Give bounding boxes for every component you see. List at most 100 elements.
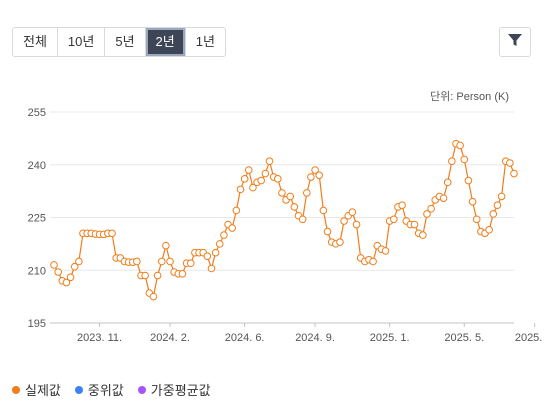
x-tick-label: 2023. 11. — [77, 332, 122, 344]
data-point[interactable] — [178, 269, 187, 278]
data-point[interactable] — [186, 259, 195, 268]
data-point[interactable] — [149, 292, 158, 301]
data-point[interactable] — [54, 268, 62, 276]
data-point[interactable] — [398, 201, 406, 209]
x-tick-label: 2024. 6. — [225, 332, 265, 344]
data-point[interactable] — [141, 271, 149, 280]
data-point[interactable] — [66, 273, 75, 282]
data-point[interactable] — [340, 217, 348, 225]
data-point[interactable] — [410, 220, 419, 229]
data-point[interactable] — [381, 247, 390, 255]
data-point[interactable] — [352, 220, 361, 229]
data-point[interactable] — [472, 215, 481, 224]
data-point[interactable] — [166, 257, 174, 266]
legend-dot — [12, 385, 20, 394]
data-point[interactable] — [319, 206, 328, 215]
data-point[interactable] — [323, 227, 332, 236]
data-point[interactable] — [108, 229, 116, 238]
data-point[interactable] — [75, 257, 83, 266]
series-line-actual — [53, 142, 515, 298]
data-point[interactable] — [278, 189, 286, 197]
tab-10y[interactable]: 10년 — [58, 28, 106, 56]
data-point[interactable] — [464, 176, 473, 185]
y-tick-label: 225 — [28, 213, 46, 225]
tab-2y[interactable]: 2년 — [145, 28, 186, 56]
data-point[interactable] — [390, 215, 398, 224]
legend-dot — [74, 385, 83, 394]
data-point[interactable] — [50, 261, 58, 269]
y-tick-label: 240 — [28, 160, 46, 172]
data-point[interactable] — [460, 155, 469, 164]
data-point[interactable] — [348, 208, 357, 217]
legend-item-median[interactable]: 중위값 — [74, 380, 124, 399]
legend-item-actual[interactable]: 실제값 — [12, 380, 61, 399]
data-point[interactable] — [307, 173, 315, 181]
data-point[interactable] — [215, 240, 224, 248]
data-point[interactable] — [244, 166, 253, 174]
x-tick-label: 2024. 2. — [150, 332, 190, 344]
data-point[interactable] — [506, 159, 514, 167]
data-point[interactable] — [456, 141, 464, 150]
data-point[interactable] — [265, 157, 274, 166]
data-point[interactable] — [443, 178, 452, 187]
x-tick-label: 2025. 1. — [370, 332, 410, 344]
data-point[interactable] — [468, 197, 477, 206]
data-point[interactable] — [510, 169, 518, 178]
legend-item-weighted-avg[interactable]: 가중평균값 — [137, 380, 211, 399]
data-point[interactable] — [62, 278, 71, 287]
data-point[interactable] — [162, 241, 170, 250]
data-point[interactable] — [290, 203, 299, 211]
y-tick-label: 255 — [28, 107, 46, 119]
legend-label: 실제값 — [25, 383, 61, 398]
data-point[interactable] — [236, 185, 245, 194]
unit-label: 단위: Person (K) — [430, 91, 509, 103]
tab-1y[interactable]: 1년 — [195, 34, 215, 49]
legend-label: 중위값 — [87, 383, 124, 398]
period-tabs: 전체 10년 5년 2년 1년 — [12, 27, 226, 57]
data-point[interactable] — [240, 175, 249, 183]
data-point[interactable] — [249, 183, 257, 192]
data-point[interactable] — [336, 238, 344, 246]
data-point[interactable] — [286, 192, 295, 201]
data-point[interactable] — [493, 201, 502, 209]
y-tick-label: 210 — [28, 265, 46, 277]
data-point[interactable] — [70, 262, 79, 271]
data-point[interactable] — [211, 248, 220, 257]
data-point[interactable] — [228, 224, 236, 232]
data-point[interactable] — [203, 252, 212, 260]
data-point[interactable] — [133, 257, 141, 266]
data-point[interactable] — [419, 231, 427, 239]
legend-dot — [137, 385, 146, 394]
x-tick-label: 2024. 9. — [295, 332, 335, 344]
data-point[interactable] — [257, 176, 266, 185]
legend-label: 가중평균값 — [150, 383, 211, 398]
x-tick-label: 2025. 5. — [444, 332, 484, 344]
data-point[interactable] — [261, 169, 270, 178]
tab-all[interactable]: 전체 — [13, 28, 58, 56]
data-point[interactable] — [448, 157, 456, 166]
data-point[interactable] — [497, 192, 506, 201]
data-point[interactable] — [489, 210, 498, 218]
data-point[interactable] — [315, 171, 324, 180]
line-chart: 195 210 225 240 255 2023. 11. 2024. 2. 2024. 6.… — [28, 107, 545, 344]
data-point[interactable] — [311, 166, 319, 174]
data-point[interactable] — [273, 175, 282, 183]
data-point[interactable] — [207, 264, 216, 273]
tab-5y[interactable]: 5년 — [105, 28, 146, 56]
data-point[interactable] — [485, 226, 493, 234]
filter-icon — [507, 32, 523, 53]
data-point[interactable] — [232, 206, 241, 215]
data-point[interactable] — [153, 271, 162, 280]
y-tick-label: 195 — [28, 318, 46, 330]
data-point[interactable] — [369, 257, 377, 266]
data-point[interactable] — [157, 257, 166, 266]
data-point[interactable] — [302, 189, 311, 197]
data-point[interactable] — [423, 210, 431, 218]
filter-button[interactable] — [499, 27, 531, 57]
legend: 실제값 중위값 가중평균값 — [12, 380, 211, 399]
x-tick-label: 2025. 9. — [515, 332, 545, 344]
data-point[interactable] — [220, 231, 228, 239]
data-point[interactable] — [439, 194, 448, 202]
data-point[interactable] — [427, 204, 435, 213]
data-point[interactable] — [298, 215, 307, 224]
